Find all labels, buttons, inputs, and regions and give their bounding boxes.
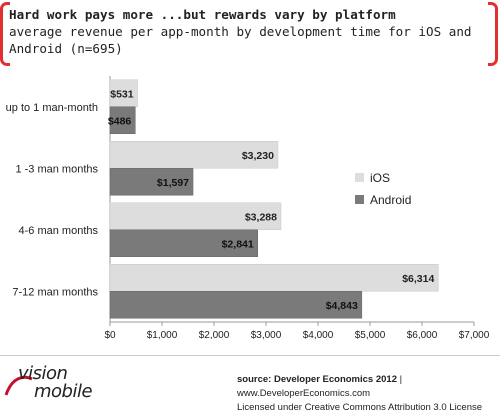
title-block: Hard work pays more ...but rewards vary … [9,6,489,57]
bar-ios [109,264,439,292]
chart-title: Hard work pays more ...but rewards vary … [9,7,396,22]
x-tick-label: $6,000 [407,330,438,341]
bar-android [109,168,194,196]
vision-mobile-logo: vision mobile [4,365,124,405]
bar-android [109,106,136,134]
legend-label: Android [370,193,411,207]
source-credit: source: Developer Economics 2012 | www.D… [237,373,492,415]
source-url[interactable]: www.DeveloperEconomics.com [237,388,371,399]
logo-word-top: vision [18,363,68,384]
data-label: $1,597 [157,177,189,189]
bar-ios [109,141,279,169]
title-bracket-left [0,2,10,66]
x-tick-label: $0 [104,330,116,341]
x-tick-label: $1,000 [147,330,178,341]
category-label: 7-12 man months [12,286,98,298]
bar-android [109,229,258,257]
x-tick-label: $3,000 [251,330,282,341]
data-label: $2,841 [222,238,254,250]
legend-swatch-android [355,195,364,204]
footer-divider [0,355,500,356]
legend-label: iOS [370,171,390,185]
legend-swatch-ios [355,173,364,182]
data-label: $4,843 [326,300,358,312]
category-label: up to 1 man-month [6,102,98,114]
title-bracket-right [488,2,498,66]
x-tick-label: $2,000 [199,330,230,341]
category-label: 4-6 man months [19,225,99,237]
data-label: $3,288 [245,211,277,223]
data-label: $531 [110,88,134,100]
license-text: Licensed under Creative Commons Attribut… [237,402,483,413]
source-separator: | [399,374,403,385]
data-label: $3,230 [242,150,274,162]
category-label: 1 -3 man months [15,163,98,175]
data-label: $6,314 [402,273,434,285]
bar-chart: $531 $486 up to 1 man-month $3,230 $1,597 1 -… [6,76,490,341]
source-label: source: Developer Economics 2012 [237,374,397,385]
x-tick-label: $5,000 [355,330,386,341]
bar-android [109,291,363,319]
bar-ios [109,79,138,107]
x-tick-label: $4,000 [303,330,334,341]
logo-swoosh-icon [4,375,33,396]
logo-word-bottom: mobile [34,381,93,402]
x-tick-label: $7,000 [459,330,490,341]
data-label: $486 [108,115,132,127]
chart-subtitle: average revenue per app-month by develop… [9,24,472,56]
